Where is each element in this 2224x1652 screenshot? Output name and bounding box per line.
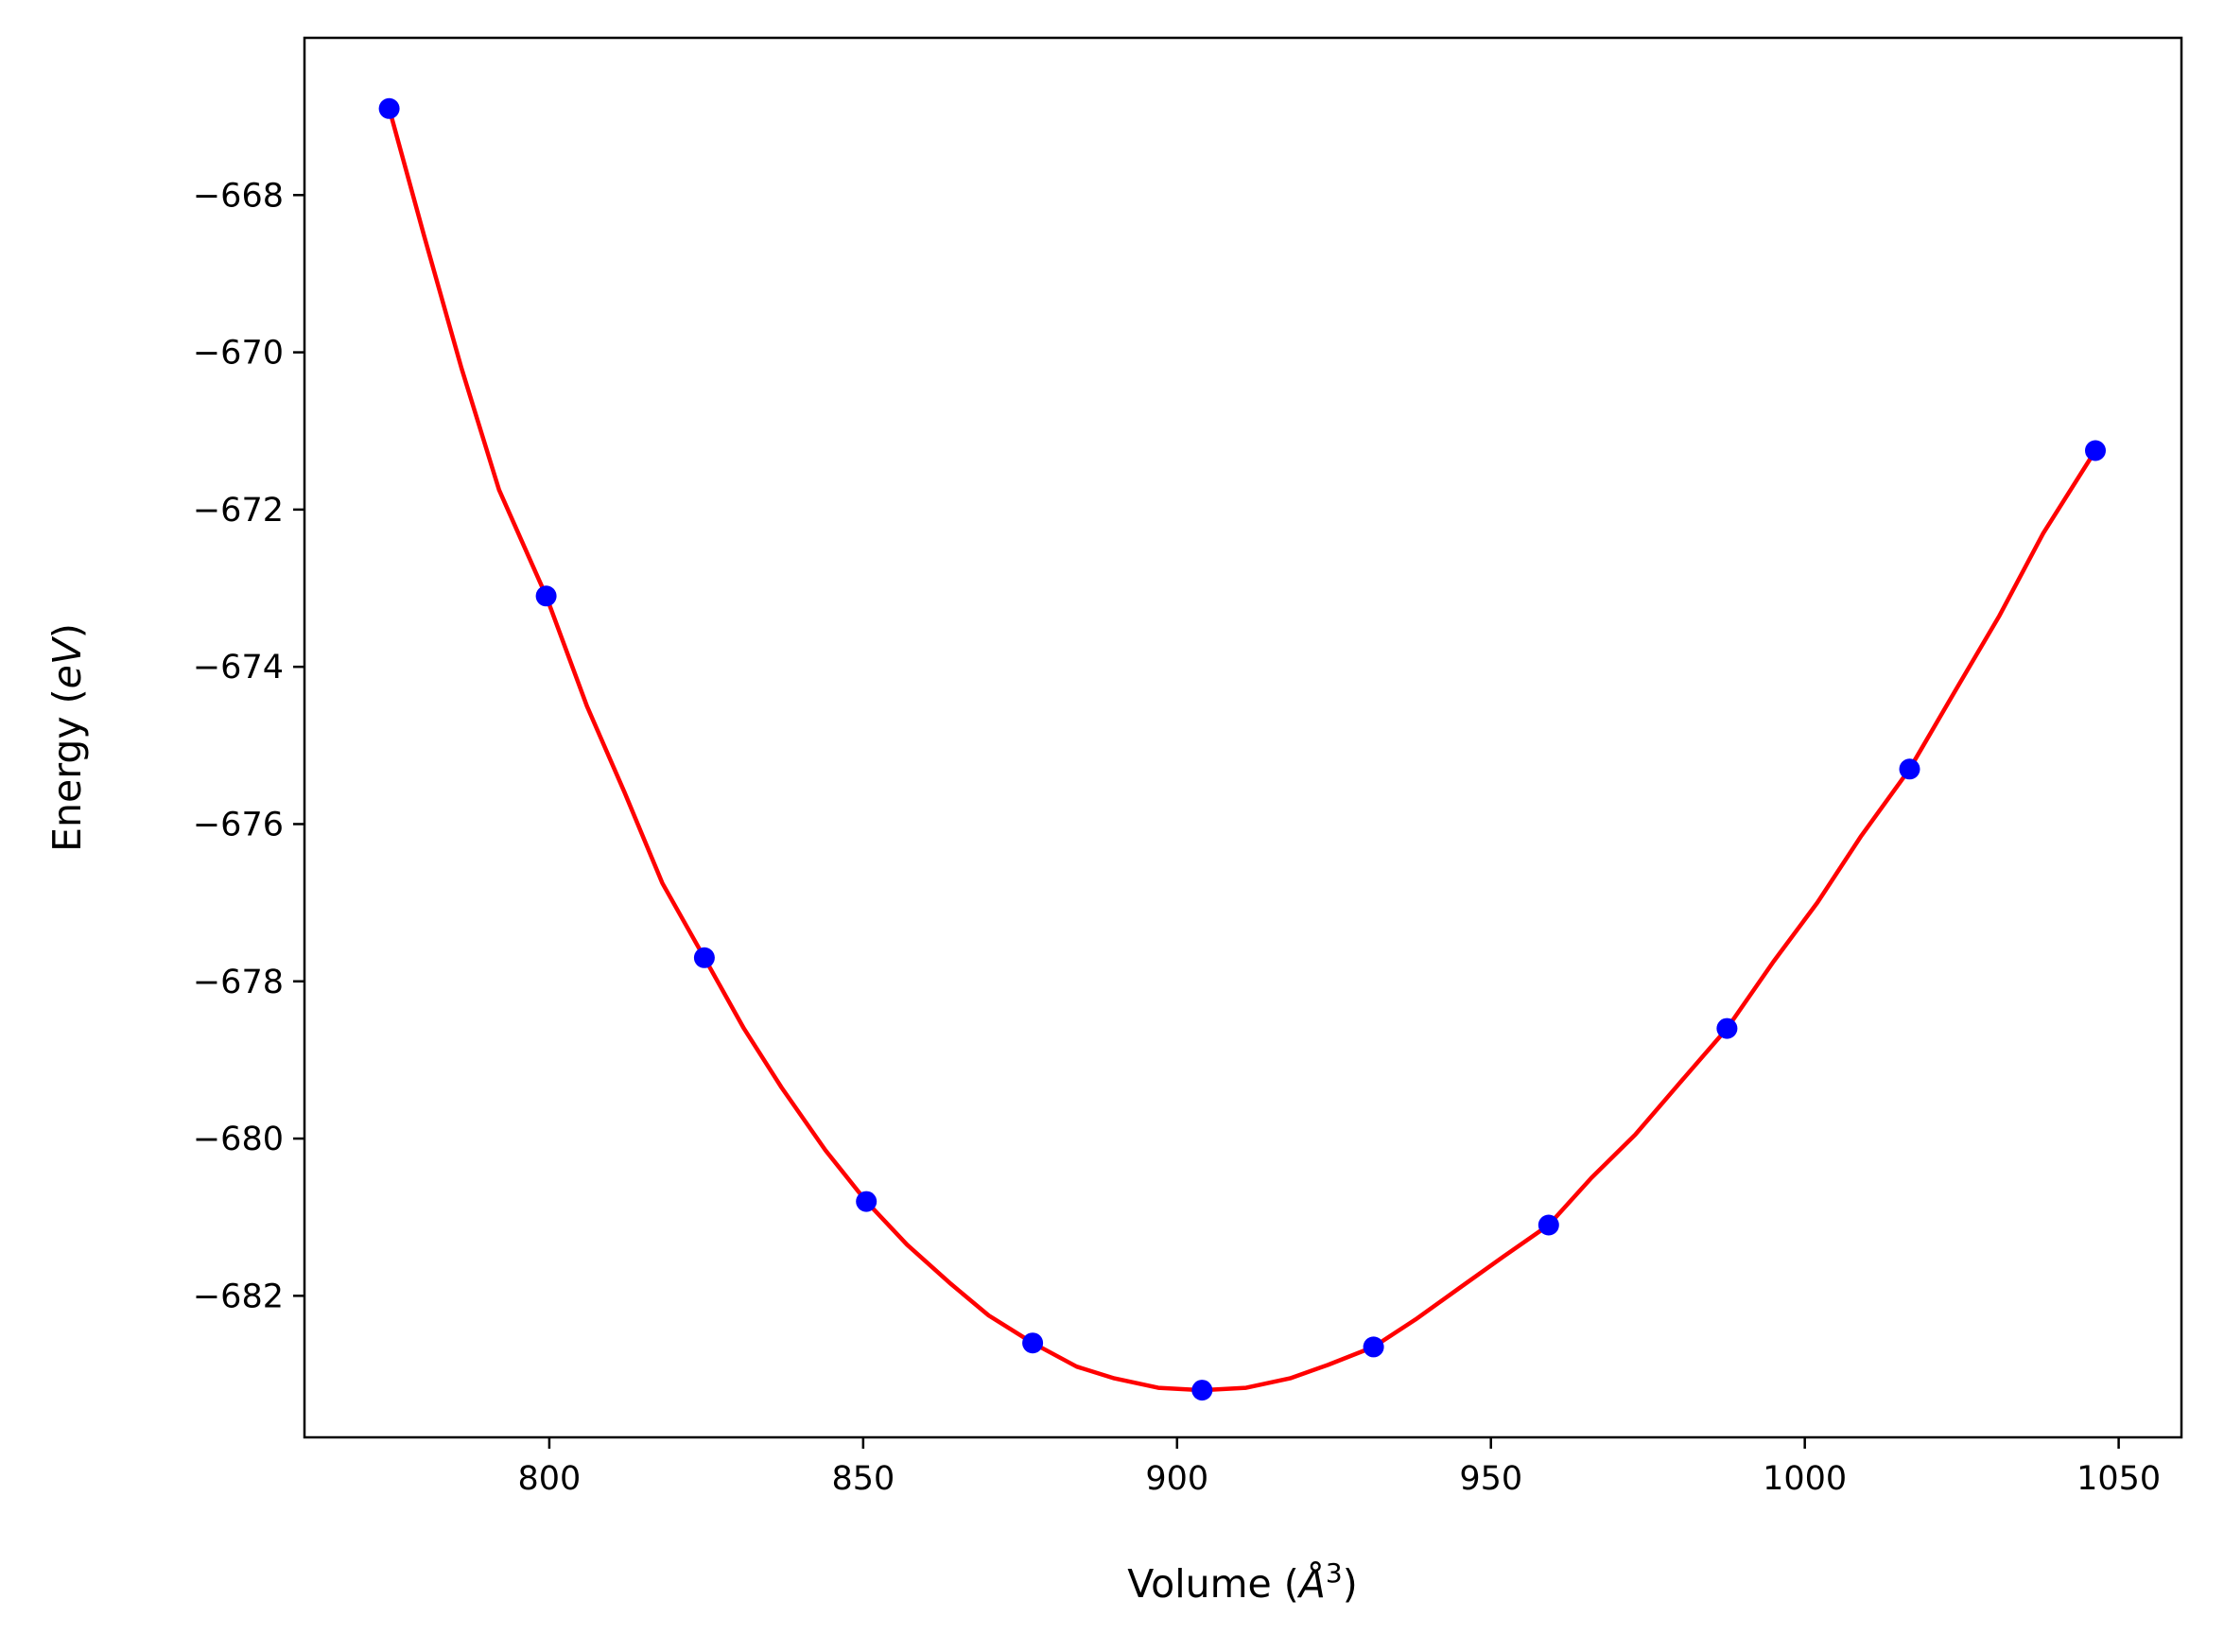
x-tick-label: 800 (518, 1460, 582, 1498)
y-tick-label: −674 (193, 649, 284, 687)
data-point (1899, 758, 1920, 780)
y-tick-label: −676 (193, 806, 284, 843)
y-tick-label: −678 (193, 964, 284, 1001)
x-tick-label: 1050 (2076, 1460, 2161, 1498)
plot-frame (303, 36, 2183, 1439)
y-tick-label: −672 (193, 492, 284, 530)
data-point (1363, 1336, 1384, 1358)
data-point (378, 97, 400, 119)
data-point (1191, 1380, 1213, 1401)
data-point (535, 585, 557, 607)
x-tick-label: 950 (1459, 1460, 1522, 1498)
y-axis-ticks: −668 −670 −672 −674 −676 −678 −680 −682 (193, 177, 304, 1315)
y-axis-label: Energy (eV) (44, 623, 90, 852)
x-axis-ticks: 800 850 900 950 1000 1050 (518, 1437, 2161, 1498)
x-tick-label: 1000 (1763, 1460, 1847, 1498)
x-tick-label: 850 (831, 1460, 895, 1498)
data-point (1716, 1017, 1738, 1039)
y-tick-label: −682 (193, 1278, 284, 1315)
data-point (2085, 440, 2106, 461)
data-point (1538, 1214, 1559, 1236)
data-point (1022, 1332, 1044, 1354)
y-tick-label: −670 (193, 335, 284, 373)
plot-area (304, 38, 2181, 1437)
data-point (856, 1191, 877, 1212)
x-axis-label: Volume (Å3) (1127, 1557, 1357, 1607)
x-tick-label: 900 (1145, 1460, 1208, 1498)
data-points-layer (378, 97, 2106, 1401)
y-tick-label: −668 (193, 177, 284, 215)
data-point (693, 947, 715, 968)
y-tick-label: −680 (193, 1121, 284, 1158)
